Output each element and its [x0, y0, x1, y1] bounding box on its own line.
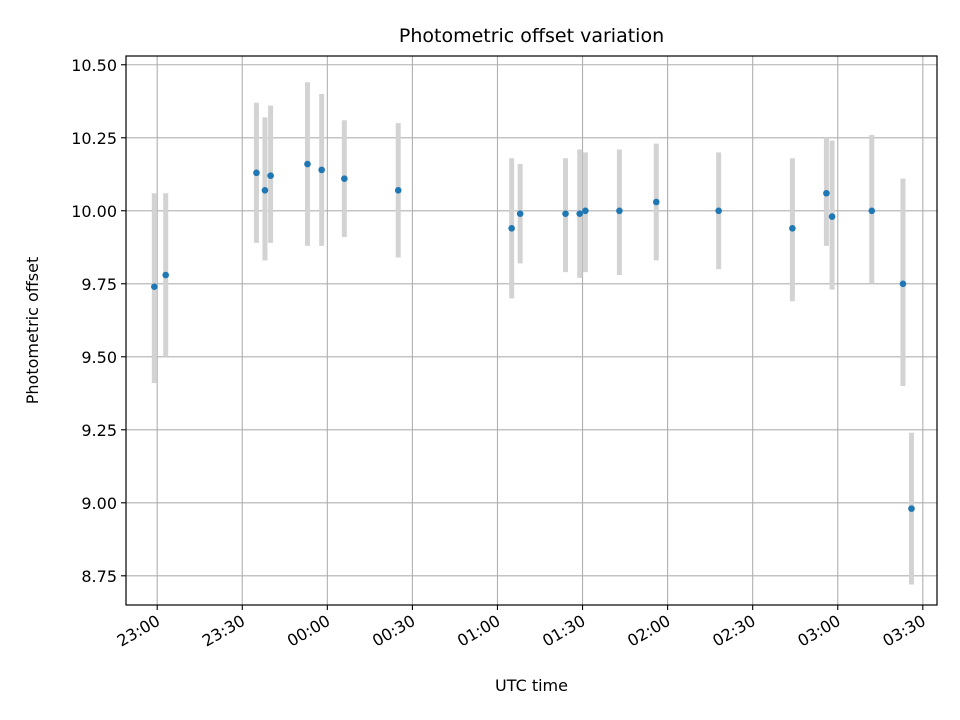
- y-axis-label: Photometric offset: [23, 257, 42, 405]
- data-point: [261, 187, 269, 194]
- y-tick-label: 9.50: [81, 348, 117, 367]
- y-tick-label: 10.25: [71, 129, 117, 148]
- data-point: [516, 210, 524, 217]
- data-point: [789, 224, 796, 232]
- data-point: [652, 198, 660, 206]
- data-point: [318, 166, 325, 174]
- data-point: [616, 207, 623, 215]
- y-tick-label: 9.00: [81, 494, 117, 513]
- data-point: [562, 210, 569, 217]
- y-tick-label: 10.00: [71, 202, 117, 221]
- data-points: [151, 160, 915, 512]
- data-point: [162, 271, 169, 279]
- y-tick-label: 10.50: [71, 56, 117, 75]
- data-point: [394, 187, 402, 194]
- axes-frame: [125, 55, 938, 606]
- y-tick-label: 9.75: [81, 275, 117, 294]
- data-point: [582, 207, 589, 215]
- data-point: [508, 224, 515, 232]
- data-point: [253, 169, 260, 177]
- data-point: [908, 505, 915, 512]
- data-point: [899, 280, 907, 288]
- y-tick-label: 8.75: [81, 567, 117, 586]
- plot-area: [126, 56, 937, 605]
- data-point: [304, 160, 311, 168]
- y-tick-label: 9.25: [81, 421, 117, 440]
- data-point: [828, 213, 836, 220]
- data-point: [823, 189, 830, 197]
- grid: [126, 56, 937, 605]
- data-point: [868, 207, 876, 215]
- x-axis-label: UTC time: [495, 676, 568, 695]
- data-point: [267, 172, 274, 180]
- data-point: [576, 210, 584, 217]
- chart-title: Photometric offset variation: [399, 25, 664, 47]
- data-point: [341, 175, 348, 182]
- data-point: [715, 207, 722, 215]
- data-point: [151, 283, 158, 290]
